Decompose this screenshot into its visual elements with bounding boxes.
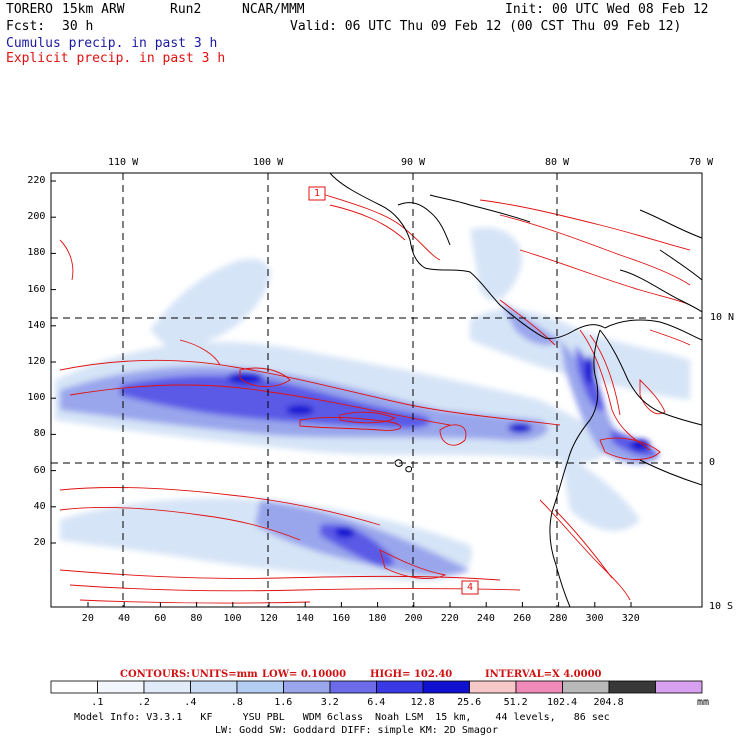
explicit-precip-contours	[59, 189, 691, 604]
colorbar-swatch	[655, 680, 703, 694]
x-label-160: 160	[332, 613, 351, 624]
lat-label-10s: 10 S	[709, 601, 734, 612]
cumulus-legend: Cumulus precip. in past 3 h	[6, 36, 218, 51]
cumulus-precip-shading	[55, 227, 690, 581]
colorbar-tick-label: .4	[184, 697, 197, 708]
region-box-labels	[308, 186, 479, 595]
init-time: Init: 00 UTC Wed 08 Feb 12	[505, 2, 709, 17]
contours-units: UNITS=mm	[191, 669, 258, 680]
colorbar-tick-label: 204.8	[593, 697, 624, 708]
y-label-100: 100	[27, 392, 46, 404]
colorbar-swatch	[469, 680, 517, 694]
colorbar-swatch	[562, 680, 610, 694]
x-label-20: 20	[81, 613, 94, 624]
contours-interval: INTERVAL=X 4.0000	[485, 669, 602, 680]
y-label-40: 40	[33, 500, 46, 512]
x-label-80: 80	[190, 613, 203, 624]
fcst-label: Fcst:	[6, 19, 46, 34]
coastlines	[329, 173, 702, 607]
map-frame	[50, 172, 703, 608]
y-label-200: 200	[27, 211, 46, 223]
box-label-1: 1	[314, 188, 321, 199]
colorbar-swatch	[236, 680, 284, 694]
colorbar-tick-label: .1	[91, 697, 104, 708]
x-label-200: 200	[404, 613, 423, 624]
y-label-140: 140	[27, 319, 46, 331]
y-label-180: 180	[27, 247, 46, 259]
graticule	[51, 173, 702, 607]
lon-label-70w: 70 W	[689, 157, 714, 168]
y-label-220: 220	[27, 175, 46, 186]
contours-high: HIGH= 102.40	[370, 669, 453, 680]
x-label-320: 320	[621, 613, 640, 624]
x-label-280: 280	[549, 613, 568, 624]
colorbar-swatch	[50, 680, 98, 694]
colorbar-tick-label: 1.6	[274, 697, 293, 708]
lon-label-110w: 110 W	[108, 157, 139, 168]
model-name: TORERO	[6, 2, 53, 17]
lat-label-0: 0	[709, 457, 716, 468]
contours-low: LOW= 0.10000	[262, 669, 347, 680]
colorbar-tick-label: 6.4	[367, 697, 386, 708]
y-label-20: 20	[33, 537, 46, 548]
x-label-100: 100	[223, 613, 242, 624]
axis-ticks	[51, 180, 632, 607]
x-label-40: 40	[118, 613, 131, 624]
x-label-300: 300	[585, 613, 604, 624]
box-label-4: 4	[467, 582, 474, 593]
colorbar-swatch	[143, 680, 191, 694]
y-label-160: 160	[27, 283, 46, 295]
valid-time: Valid: 06 UTC Thu 09 Feb 12 (00 CST Thu …	[290, 19, 682, 34]
colorbar-tick-label: 12.8	[410, 697, 435, 708]
colorbar-swatch	[422, 680, 470, 694]
lon-label-90w: 90 W	[401, 157, 426, 168]
org-label: NCAR/MMM	[242, 2, 305, 17]
colorbar-swatch	[329, 680, 377, 694]
colorbar-tick-label: 102.4	[547, 697, 578, 708]
lon-label-100w: 100 W	[253, 157, 284, 168]
x-label-140: 140	[295, 613, 314, 624]
model-info-line2: LW: Godd SW: Goddard DIFF: simple KM: 2D…	[215, 725, 498, 736]
model-info-line1: Model Info: V3.3.1 KF YSU PBL WDM 6class…	[74, 712, 610, 723]
x-label-120: 120	[259, 613, 278, 624]
y-label-120: 120	[27, 356, 46, 367]
y-label-80: 80	[33, 428, 46, 440]
x-label-60: 60	[154, 613, 167, 624]
run-label: Run2	[170, 2, 202, 17]
fcst-value: 30 h	[62, 19, 94, 34]
x-label-180: 180	[368, 613, 387, 624]
colorbar-swatch	[515, 680, 563, 694]
colorbar-swatch	[376, 680, 424, 694]
colorbar-swatch	[608, 680, 656, 694]
colorbar	[50, 680, 703, 694]
colorbar-tick-label: 25.6	[457, 697, 482, 708]
colorbar-unit: mm	[697, 697, 710, 708]
resolution: 15km ARW	[62, 2, 125, 17]
contours-label: CONTOURS:	[120, 669, 190, 680]
colorbar-tick-label: .2	[137, 697, 150, 708]
lat-label-10n: 10 N	[710, 312, 735, 323]
colorbar-swatch	[190, 680, 238, 694]
x-label-260: 260	[513, 613, 532, 624]
colorbar-tick-label: 51.2	[503, 697, 528, 708]
y-label-60: 60	[33, 464, 46, 476]
x-label-240: 240	[476, 613, 495, 624]
lon-label-80w: 80 W	[545, 157, 570, 168]
colorbar-swatch	[283, 680, 331, 694]
colorbar-tick-label: .8	[230, 697, 243, 708]
colorbar-swatch	[97, 680, 145, 694]
x-label-220: 220	[440, 613, 459, 624]
explicit-legend: Explicit precip. in past 3 h	[6, 51, 226, 66]
colorbar-tick-label: 3.2	[320, 697, 339, 708]
